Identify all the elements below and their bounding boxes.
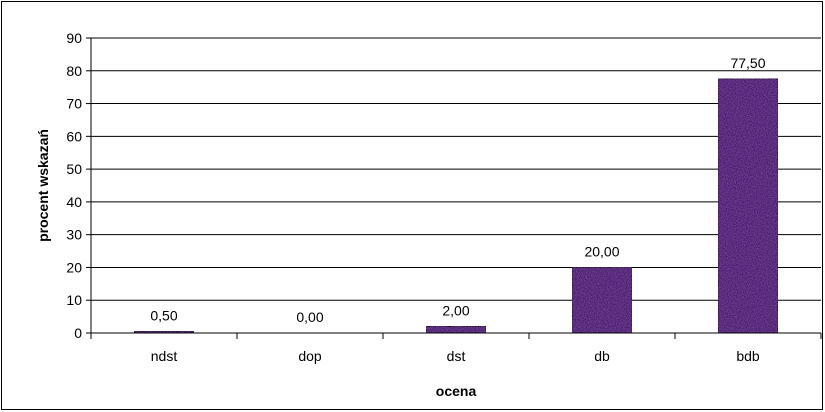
bar-dst <box>425 325 487 334</box>
y-tick-label: 20 <box>66 259 82 275</box>
data-label: 77,50 <box>730 55 765 71</box>
bars <box>133 78 779 334</box>
gridlines <box>91 37 821 301</box>
y-tick-label: 50 <box>66 161 82 177</box>
y-tick-label: 10 <box>66 292 82 308</box>
y-axis-title: procent wskazań <box>35 129 51 242</box>
data-labels: 0,50 0,00 2,00 20,00 77,50 <box>150 55 765 325</box>
y-tick-label: 70 <box>66 96 82 112</box>
x-tick-labels: ndst dop dst db bdb <box>151 348 760 364</box>
y-tick-label: 90 <box>66 30 82 46</box>
y-tick-label: 60 <box>66 128 82 144</box>
x-tick-label: bdb <box>736 348 760 364</box>
y-tick-label: 0 <box>74 325 82 341</box>
x-tick-label: dst <box>447 348 466 364</box>
x-tick-label: dop <box>298 348 322 364</box>
bar-db <box>571 266 633 334</box>
x-tick-label: ndst <box>151 348 178 364</box>
x-axis-title: ocena <box>436 383 477 399</box>
y-tick-label: 40 <box>66 194 82 210</box>
data-label: 0,00 <box>296 309 323 325</box>
data-label: 2,00 <box>442 302 469 318</box>
y-tick-label: 80 <box>66 63 82 79</box>
axes <box>86 37 822 339</box>
x-tick-label: db <box>594 348 610 364</box>
bar-bdb <box>717 78 779 334</box>
y-tick-labels: 0 10 20 30 40 50 60 70 80 90 <box>66 30 82 341</box>
data-label: 0,50 <box>150 307 177 323</box>
data-label: 20,00 <box>584 243 619 259</box>
y-tick-label: 30 <box>66 227 82 243</box>
